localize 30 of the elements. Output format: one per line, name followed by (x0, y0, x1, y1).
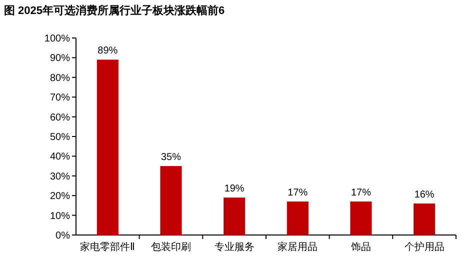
y-tick-label: 30% (50, 171, 70, 182)
y-tick-label: 70% (50, 92, 70, 104)
bar (350, 202, 372, 235)
x-tick-label: 家居用品 (278, 241, 318, 253)
bar (160, 166, 182, 235)
y-tick-label: 60% (50, 112, 70, 124)
x-tick-label: 家电零部件Ⅱ (80, 241, 136, 253)
bar (414, 203, 436, 235)
y-tick-label: 100% (44, 34, 70, 44)
y-tick-label: 0% (56, 230, 70, 242)
x-tick-label: 包装印刷 (151, 241, 191, 253)
y-tick-label: 80% (50, 72, 70, 84)
x-tick-label: 个护用品 (404, 241, 444, 253)
data-label: 17% (288, 188, 308, 199)
data-label: 35% (160, 152, 182, 164)
data-label: 17% (350, 188, 372, 199)
x-tick-label: 专业服务 (214, 241, 254, 253)
y-tick-label: 50% (50, 132, 70, 143)
y-tick-label: 20% (50, 191, 70, 202)
bar (286, 202, 308, 235)
bar (224, 198, 246, 235)
y-tick-label: 10% (50, 210, 70, 222)
bar (96, 60, 118, 235)
y-tick-label: 90% (50, 53, 70, 64)
data-label: 19% (224, 184, 244, 195)
data-label: 89% (98, 46, 118, 57)
data-label: 16% (414, 189, 434, 200)
chart-title: 图 2025年可选消费所属行业子板块涨跌幅前6 (4, 4, 225, 17)
y-tick-label: 40% (50, 152, 70, 163)
x-tick-label: 饰品 (350, 241, 371, 253)
